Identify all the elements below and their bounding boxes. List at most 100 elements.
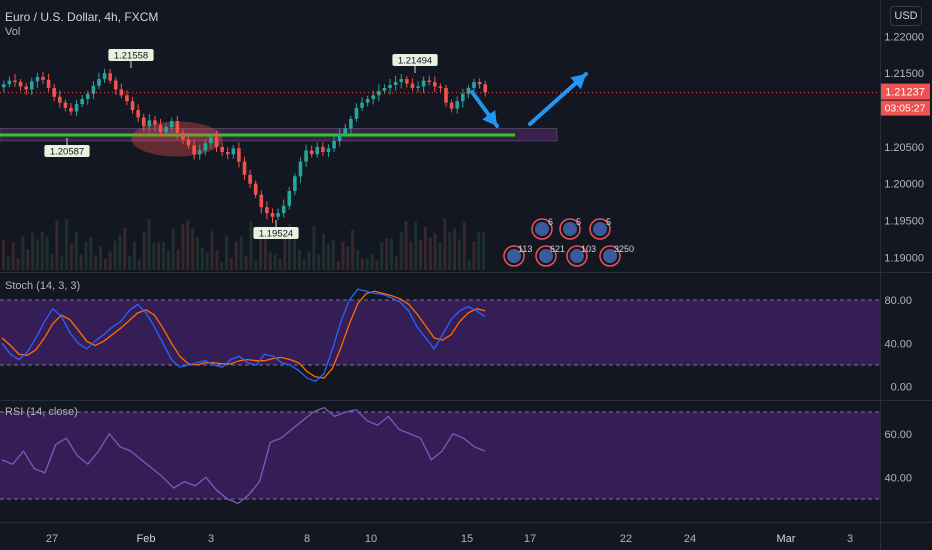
volume-bar — [297, 249, 301, 270]
volume-bar — [394, 256, 398, 270]
candle-body — [41, 76, 45, 80]
volume-bar — [191, 228, 195, 270]
volume-bar — [132, 241, 136, 270]
volume-bar — [380, 242, 384, 270]
rsi-line — [1, 406, 486, 505]
event-flag-icon-ring — [566, 245, 588, 267]
candle-body — [153, 120, 157, 125]
stoch-band — [0, 300, 880, 365]
volume-bar — [55, 219, 59, 270]
volume-bar — [293, 239, 296, 270]
volume-bar — [162, 241, 166, 270]
volume-bar — [482, 231, 486, 270]
candle-body — [265, 207, 269, 214]
candle-body — [63, 102, 68, 108]
volume-bar — [186, 220, 190, 270]
volume-bar — [200, 247, 204, 270]
rsi-tick-label: 40.00 — [884, 472, 912, 484]
volume-bar — [166, 250, 170, 270]
volume-bar — [113, 240, 117, 270]
candle-body — [449, 102, 454, 109]
candle-body — [281, 205, 286, 214]
volume-bar — [181, 223, 185, 270]
volume-bar — [11, 242, 15, 270]
currency-button[interactable]: USD — [890, 6, 922, 26]
event-flag-icon — [593, 222, 607, 236]
volume-bar — [210, 231, 214, 270]
candle-body — [259, 194, 264, 208]
volume-bar — [225, 235, 229, 270]
price-tick-label: 1.21500 — [884, 68, 924, 80]
price-tick-label: 1.19500 — [884, 215, 924, 227]
candle-body — [371, 95, 376, 99]
volume-bar — [259, 230, 263, 270]
volume-bar — [108, 251, 112, 270]
price-tick-label: 1.20500 — [884, 142, 924, 154]
volume-bar — [414, 222, 418, 270]
time-tick-label: 3 — [208, 533, 214, 545]
candle-body — [326, 148, 331, 152]
event-count-top: 5 — [606, 217, 611, 227]
volume-bar — [45, 236, 49, 270]
candle-body — [18, 82, 23, 87]
candle-body — [354, 107, 359, 119]
candle-body — [52, 87, 56, 97]
volume-bar — [443, 218, 447, 270]
event-count-bottom: 103 — [581, 244, 596, 254]
volume-bar — [137, 259, 141, 270]
volume-bar — [123, 227, 127, 270]
candle-body — [433, 82, 437, 87]
volume-bar — [375, 260, 379, 270]
volume-bar — [215, 249, 219, 270]
volume-bar — [94, 255, 98, 270]
candle-body — [416, 86, 420, 88]
volume-bar — [399, 232, 403, 270]
rsi-band — [0, 412, 880, 499]
event-flag-icon-ring — [589, 218, 611, 240]
countdown-label: 03:05:27 — [885, 103, 926, 115]
candle-body — [388, 84, 392, 88]
high-label-2: 1.21494 — [398, 56, 432, 67]
volume-bar — [360, 258, 364, 270]
candle-body — [130, 101, 135, 111]
volume-bar — [21, 235, 25, 270]
price-tick-label: 1.22000 — [884, 31, 924, 43]
event-count-bottom: 3250 — [614, 244, 634, 254]
volume-bar — [99, 246, 102, 270]
candle-body — [410, 83, 415, 88]
volume-bar — [428, 237, 432, 270]
event-flag-icon-ring — [559, 218, 581, 240]
candle-body — [377, 90, 381, 96]
candle-body — [220, 146, 224, 152]
volume-bar — [244, 256, 248, 270]
event-flag-icon-ring — [503, 245, 525, 267]
candle-body — [253, 183, 258, 195]
stoch-tick-label: 40.00 — [884, 338, 912, 350]
volume-bar — [35, 239, 39, 270]
low-label-2-box — [253, 227, 299, 239]
volume-bar — [249, 221, 253, 270]
time-tick-label: 8 — [304, 533, 310, 545]
candle-body — [287, 191, 292, 206]
volume-bar — [60, 256, 64, 270]
candle-body — [147, 120, 152, 127]
candles — [2, 68, 488, 223]
price-tick-label: 1.19000 — [884, 252, 924, 264]
candle-body — [214, 137, 219, 147]
event-flag-icon-ring — [531, 218, 553, 240]
candle-body — [225, 151, 230, 155]
volume-bar — [477, 232, 481, 270]
current-price-tag — [881, 83, 930, 100]
volume-bar — [176, 249, 180, 270]
event-flag-icon — [535, 222, 549, 236]
volume-bars — [2, 218, 486, 270]
volume-bar — [433, 233, 437, 270]
volume-bar — [312, 226, 316, 270]
event-count-bottom: 113 — [518, 244, 532, 254]
candle-body — [197, 150, 202, 155]
candle-body — [298, 161, 303, 177]
volume-bar — [322, 233, 326, 270]
candle-body — [343, 128, 348, 134]
volume-bar — [220, 261, 224, 270]
